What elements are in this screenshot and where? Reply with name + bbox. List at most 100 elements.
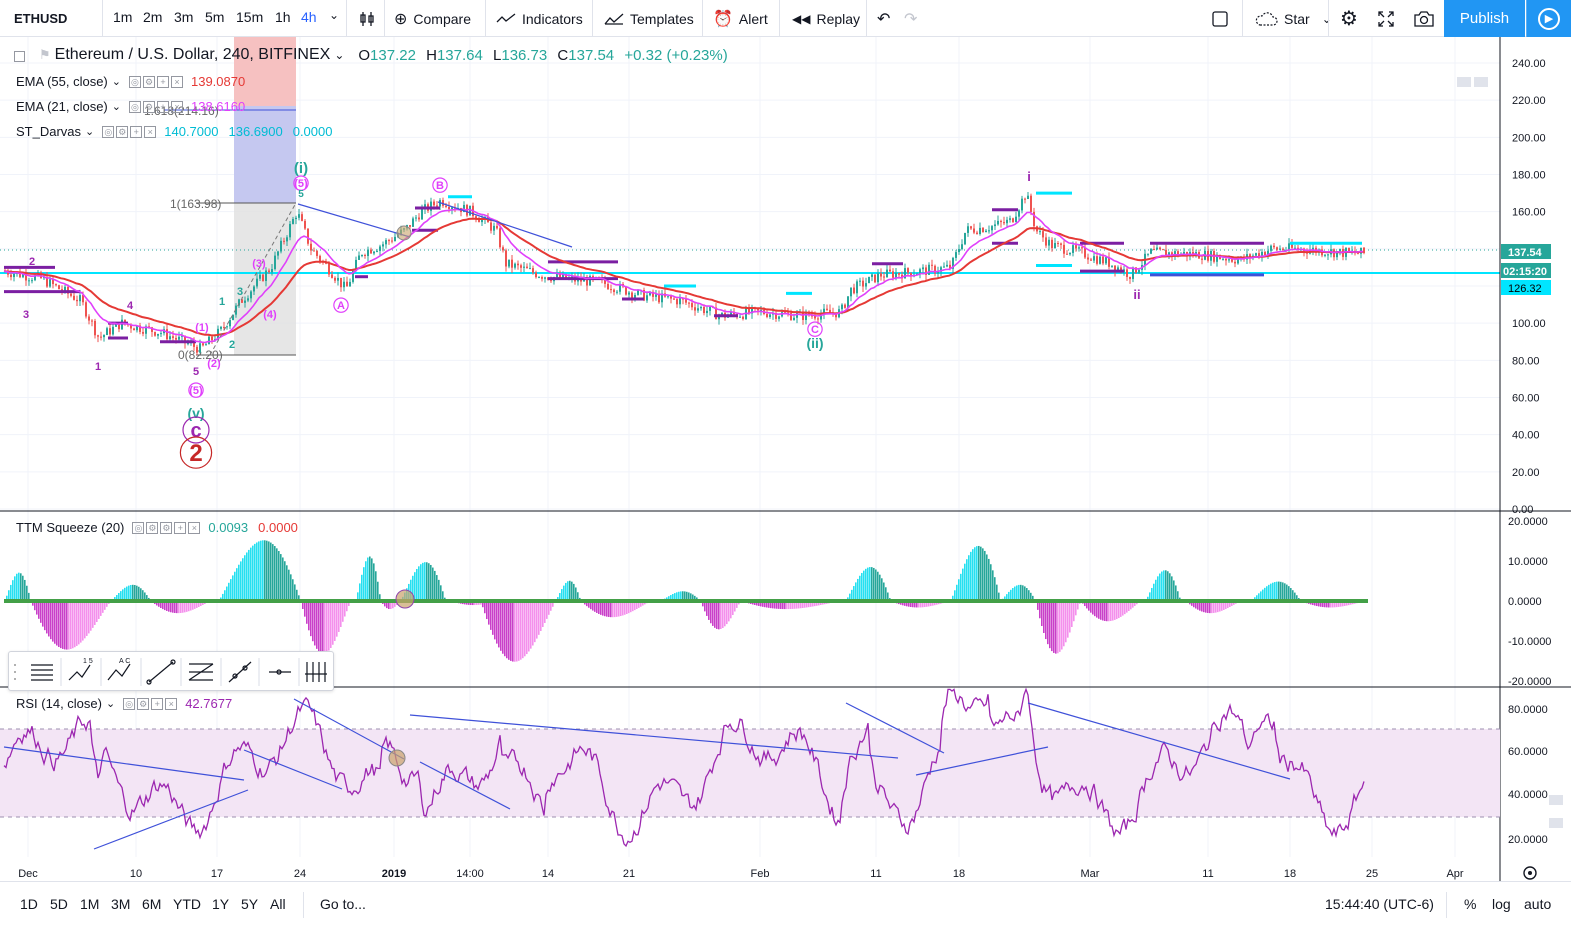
percent-toggle[interactable]: % bbox=[1464, 896, 1477, 912]
ema55-legend[interactable]: EMA (55, close) ⌄ ◎ ⚙ + × 139.0870 bbox=[16, 74, 245, 89]
candle-body bbox=[418, 217, 420, 220]
candle-body bbox=[1132, 267, 1134, 279]
ttm-bar bbox=[1316, 601, 1318, 607]
darvas-value-3: 0.0000 bbox=[292, 124, 333, 139]
candle-body bbox=[361, 255, 363, 257]
range-all[interactable]: All bbox=[270, 896, 286, 912]
rsi-legend[interactable]: RSI (14, close) ⌄ ◎ ⚙ + × 42.7677 bbox=[16, 696, 232, 711]
redo-button[interactable]: ↷ bbox=[896, 0, 925, 37]
publish-button[interactable]: Publish bbox=[1444, 0, 1525, 37]
chart-style-button[interactable] bbox=[350, 0, 384, 37]
auto-toggle[interactable]: auto bbox=[1524, 896, 1552, 912]
time-axis-label: Feb bbox=[751, 868, 770, 880]
ttm-bar bbox=[386, 601, 388, 609]
ttm-bar bbox=[160, 601, 162, 608]
interval-15m[interactable]: 15m bbox=[236, 9, 264, 25]
time-axis-label: 10 bbox=[130, 868, 142, 880]
settings-button[interactable]: ⚙ bbox=[1325, 0, 1373, 37]
ema21-legend[interactable]: EMA (21, close) ⌄ ◎ ⚙ + × 138.6160 bbox=[16, 99, 245, 114]
price-chart[interactable]: 1.618(214.16) 1(163.98) 0(82.20) (i)(5)5… bbox=[0, 37, 1571, 881]
alert-button[interactable]: ⏰ Alert bbox=[705, 0, 776, 37]
candle-body bbox=[247, 298, 249, 301]
interval-4h[interactable]: 4h bbox=[301, 9, 317, 25]
ttm-bar bbox=[859, 575, 861, 601]
rsi-trend-4 bbox=[293, 698, 405, 760]
range-ytd[interactable]: YTD bbox=[173, 896, 201, 912]
wave-label-circle bbox=[293, 175, 309, 191]
candle-body bbox=[1006, 219, 1008, 224]
interval-1h[interactable]: 1h bbox=[275, 9, 291, 25]
candle-body bbox=[355, 259, 357, 271]
low-value: 136.73 bbox=[501, 46, 548, 64]
replay-button[interactable]: ◀◀ Replay bbox=[784, 0, 868, 37]
interval-2m[interactable]: 2m bbox=[143, 9, 163, 25]
ttm-bar bbox=[1167, 571, 1169, 601]
range-5y[interactable]: 5Y bbox=[241, 896, 259, 912]
range-5d[interactable]: 5D bbox=[50, 896, 68, 912]
ttm-bar bbox=[102, 601, 104, 613]
price-axis-label: 0.00 bbox=[1512, 504, 1533, 516]
ttm-bar bbox=[1061, 601, 1063, 650]
ttm-bar bbox=[1334, 601, 1336, 608]
range-1y[interactable]: 1Y bbox=[212, 896, 230, 912]
range-1d[interactable]: 1D bbox=[20, 896, 38, 912]
undo-button[interactable]: ↶ bbox=[869, 0, 898, 37]
star-layout-button[interactable]: Star ⌄ bbox=[1246, 0, 1340, 37]
drag-handle-icon bbox=[14, 664, 16, 680]
snapshot-button[interactable] bbox=[1400, 0, 1448, 37]
candle-body bbox=[1072, 245, 1074, 253]
ttm-bar bbox=[964, 563, 966, 601]
indicators-button[interactable]: Indicators bbox=[488, 0, 591, 37]
candle-body bbox=[154, 331, 156, 336]
candle-body bbox=[370, 249, 372, 254]
candle-body bbox=[13, 273, 15, 278]
ttm-bar bbox=[926, 601, 928, 607]
candle-body bbox=[535, 272, 537, 278]
ttm-bar bbox=[379, 594, 381, 601]
ttm-bar bbox=[1084, 601, 1086, 607]
ttm-bar bbox=[536, 601, 538, 639]
interval-1m[interactable]: 1m bbox=[113, 9, 133, 25]
ttm-legend[interactable]: TTM Squeeze (20) ◎ ⚙ ⚙ + × 0.0093 0.0000 bbox=[16, 520, 298, 535]
range-1m[interactable]: 1M bbox=[80, 896, 100, 912]
layout-button[interactable] bbox=[1203, 0, 1237, 37]
ttm-bar bbox=[232, 575, 234, 601]
ttm-bar bbox=[502, 601, 504, 654]
range-6m[interactable]: 6M bbox=[142, 896, 162, 912]
range-3m[interactable]: 3M bbox=[111, 896, 131, 912]
darvas-legend[interactable]: ST_Darvas ⌄ ◎ ⚙ + × 140.7000 136.6900 0.0000 bbox=[16, 124, 332, 139]
collapse-legend-icon[interactable] bbox=[14, 50, 25, 62]
ttm-bar bbox=[1348, 601, 1350, 606]
indicator-controls[interactable]: ◎ ⚙ ⚙ + × bbox=[132, 521, 201, 534]
ttm-bar bbox=[20, 573, 22, 601]
log-toggle[interactable]: log bbox=[1492, 896, 1511, 912]
ttm-bar bbox=[26, 585, 28, 601]
symbol-search[interactable]: ETHUSD bbox=[6, 0, 75, 37]
indicator-controls[interactable]: ◎ ⚙ + × bbox=[123, 697, 178, 710]
price-axis-label: 60.00 bbox=[1512, 393, 1540, 405]
candle-body bbox=[94, 320, 96, 336]
indicator-controls[interactable]: ◎ ⚙ + × bbox=[128, 100, 183, 113]
templates-button[interactable]: Templates bbox=[596, 0, 702, 37]
candle-body bbox=[316, 250, 318, 256]
candle-body bbox=[265, 270, 267, 281]
goto-button[interactable]: Go to... bbox=[320, 896, 366, 912]
fullscreen-button[interactable] bbox=[1362, 0, 1410, 37]
candle-body bbox=[478, 219, 480, 223]
time-axis-label: 14:00 bbox=[456, 868, 484, 880]
indicator-controls[interactable]: ◎ ⚙ + × bbox=[128, 75, 183, 88]
ttm-bar bbox=[244, 555, 246, 601]
ttm-bar bbox=[306, 601, 308, 624]
interval-3m[interactable]: 3m bbox=[174, 9, 194, 25]
compare-button[interactable]: ⊕ Compare bbox=[386, 0, 479, 37]
symbol-title[interactable]: Ethereum / U.S. Dollar, 240, BITFINEX bbox=[54, 46, 331, 63]
play-button[interactable]: ▶ bbox=[1526, 0, 1571, 37]
indicator-controls[interactable]: ◎ ⚙ + × bbox=[102, 125, 157, 138]
interval-dropdown-icon[interactable]: ⌄ bbox=[329, 8, 340, 22]
ttm-bar bbox=[1069, 601, 1071, 633]
clock-display[interactable]: 15:44:40 (UTC-6) bbox=[1325, 896, 1434, 912]
ttm-bar bbox=[686, 591, 688, 601]
interval-5m[interactable]: 5m bbox=[205, 9, 225, 25]
candle-body bbox=[898, 272, 900, 275]
ttm-bar bbox=[278, 551, 280, 601]
